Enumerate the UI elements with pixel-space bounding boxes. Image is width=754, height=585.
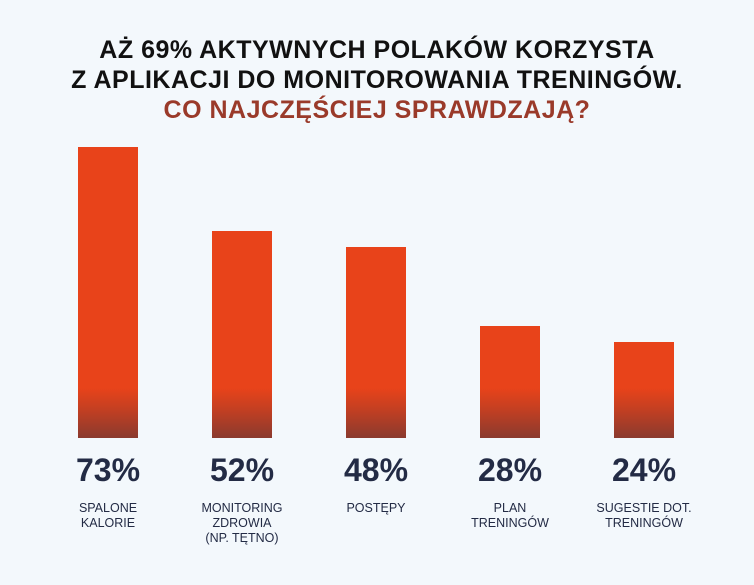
category-label: POSTĘPY xyxy=(346,501,406,515)
bar xyxy=(480,326,540,438)
category-label: MONITORING ZDROWIA (NP. TĘTNO) xyxy=(201,501,283,545)
chart-subtitle: CO NAJCZĘŚCIEJ SPRAWDZAJĄ? xyxy=(163,96,591,124)
value-label: 52% xyxy=(209,452,275,488)
bar xyxy=(614,342,674,438)
value-label: 24% xyxy=(611,452,677,488)
category-label: SUGESTIE DOT. TRENINGÓW xyxy=(596,501,692,530)
chart-title-line-1: AŻ 69% AKTYWNYCH POLAKÓW KORZYSTA xyxy=(99,36,655,64)
category-label: SPALONE KALORIE xyxy=(78,501,138,530)
value-label: 73% xyxy=(75,452,141,488)
chart-title-line-2: Z APLIKACJI DO MONITOROWANIA TRENINGÓW. xyxy=(71,66,683,94)
bar xyxy=(346,246,406,438)
value-label: 28% xyxy=(477,452,543,488)
bar xyxy=(212,230,272,438)
bar xyxy=(78,147,138,438)
category-label: PLAN TRENINGÓW xyxy=(471,501,549,530)
value-label: 48% xyxy=(343,452,409,488)
